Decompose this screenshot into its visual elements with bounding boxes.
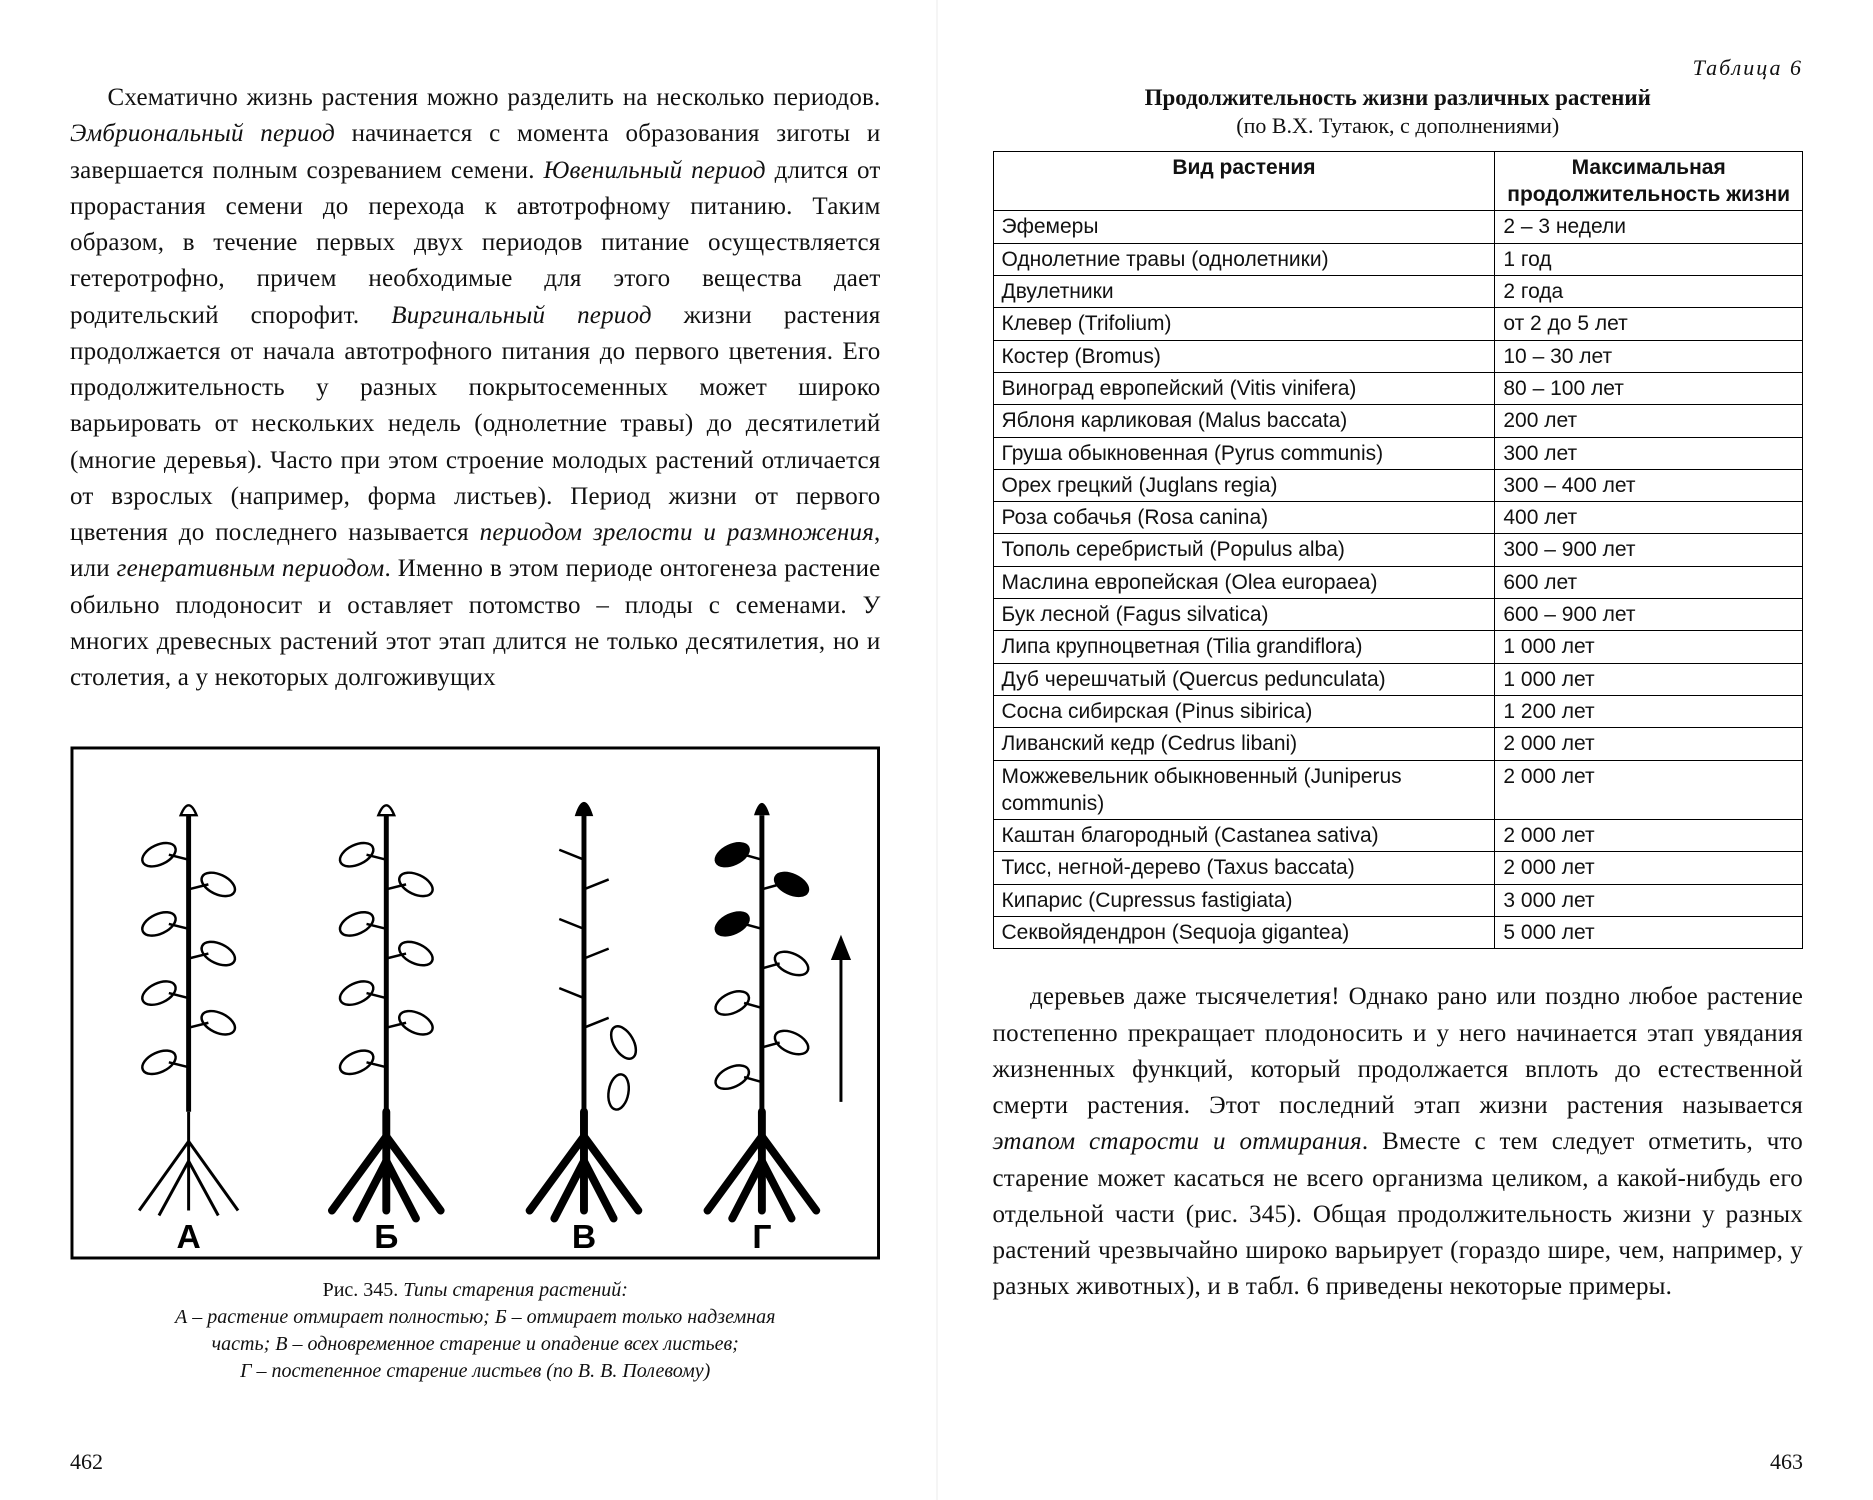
table-row: Кипарис (Cupressus fastigiata)3 000 лет	[993, 884, 1803, 916]
table-row: Клевер (Trifolium)от 2 до 5 лет	[993, 308, 1803, 340]
table-row: Секвойядендрон (Sequoja gigantea)5 000 л…	[993, 917, 1803, 949]
page-number-left: 462	[70, 1449, 103, 1475]
plant-a	[139, 806, 239, 1216]
table-row: Груша обыкновенная (Pyrus communis)300 л…	[993, 437, 1803, 469]
table-cell-species: Орех грецкий (Juglans regia)	[993, 469, 1495, 501]
table-cell-species: Эфемеры	[993, 211, 1495, 243]
table-header-species: Вид растения	[993, 151, 1495, 211]
table-cell-lifespan: 5 000 лет	[1495, 917, 1803, 949]
table-row: Сосна сибирская (Pinus sibirica)1 200 ле…	[993, 695, 1803, 727]
table-cell-lifespan: 2 000 лет	[1495, 852, 1803, 884]
table-cell-species: Двулетники	[993, 276, 1495, 308]
table-cell-lifespan: 300 лет	[1495, 437, 1803, 469]
table-cell-lifespan: 2 – 3 недели	[1495, 211, 1803, 243]
page-right: Таблица 6 Продолжительность жизни различ…	[938, 0, 1873, 1500]
table-cell-species: Роза собачья (Rosa canina)	[993, 502, 1495, 534]
table-row: Можжевельник обыкновенный (Juniperus com…	[993, 760, 1803, 820]
table-row: Маслина европейская (Olea europaea)600 л…	[993, 566, 1803, 598]
right-paragraph: деревьев даже тысячелетия! Однако рано и…	[993, 979, 1804, 1305]
figure-345: А Б В Г Рис. 345. Типы старения растений…	[70, 746, 881, 1385]
table-subtitle: (по В.Х. Тутаюк, с дополнениями)	[993, 113, 1804, 139]
table-cell-lifespan: 2 000 лет	[1495, 760, 1803, 820]
book-spread: Схематично жизнь растения можно разделит…	[0, 0, 1873, 1500]
plant-d	[708, 803, 849, 1219]
table-cell-species: Можжевельник обыкновенный (Juniperus com…	[993, 760, 1495, 820]
table-cell-lifespan: от 2 до 5 лет	[1495, 308, 1803, 340]
figure-caption-title: Типы старения растений:	[403, 1279, 628, 1301]
plant-c	[530, 803, 641, 1219]
table-cell-lifespan: 1 год	[1495, 243, 1803, 275]
table-cell-lifespan: 400 лет	[1495, 502, 1803, 534]
figure-caption-line-2: часть; В – одновременное старение и опад…	[212, 1333, 739, 1355]
lifespan-table: Вид растения Максимальная продолжительно…	[993, 151, 1804, 949]
table-row: Орех грецкий (Juglans regia)300 – 400 ле…	[993, 469, 1803, 501]
table-cell-species: Секвойядендрон (Sequoja gigantea)	[993, 917, 1495, 949]
table-cell-species: Сосна сибирская (Pinus sibirica)	[993, 695, 1495, 727]
table-row: Тисс, негной-дерево (Taxus baccata)2 000…	[993, 852, 1803, 884]
table-header-lifespan: Максимальная продолжительность жизни	[1495, 151, 1803, 211]
table-row: Однолетние травы (однолетники)1 год	[993, 243, 1803, 275]
table-cell-species: Кипарис (Cupressus fastigiata)	[993, 884, 1495, 916]
table-heading: Таблица 6 Продолжительность жизни различ…	[993, 55, 1804, 139]
figure-caption-prefix: Рис. 345.	[323, 1279, 399, 1301]
table-cell-lifespan: 2 000 лет	[1495, 820, 1803, 852]
figure-caption-line-3: Г – постепенное старение листьев (по В. …	[240, 1360, 710, 1382]
table-cell-lifespan: 3 000 лет	[1495, 884, 1803, 916]
table-cell-lifespan: 600 – 900 лет	[1495, 599, 1803, 631]
table-cell-lifespan: 200 лет	[1495, 405, 1803, 437]
table-body: Эфемеры2 – 3 неделиОднолетние травы (одн…	[993, 211, 1803, 949]
figure-labels: А Б В Г	[176, 1219, 771, 1256]
table-cell-species: Липа крупноцветная (Tilia grandiflora)	[993, 631, 1495, 663]
table-cell-lifespan: 1 000 лет	[1495, 663, 1803, 695]
table-cell-species: Бук лесной (Fagus silvatica)	[993, 599, 1495, 631]
table-cell-species: Однолетние травы (однолетники)	[993, 243, 1495, 275]
table-cell-lifespan: 2 года	[1495, 276, 1803, 308]
table-row: Виноград европейский (Vitis vinifera)80 …	[993, 372, 1803, 404]
table-cell-lifespan: 10 – 30 лет	[1495, 340, 1803, 372]
table-cell-species: Яблоня карликовая (Malus baccata)	[993, 405, 1495, 437]
table-cell-species: Груша обыкновенная (Pyrus communis)	[993, 437, 1495, 469]
table-cell-lifespan: 300 – 400 лет	[1495, 469, 1803, 501]
table-row: Двулетники2 года	[993, 276, 1803, 308]
table-row: Ливанский кедр (Cedrus libani)2 000 лет	[993, 728, 1803, 760]
table-cell-species: Тополь серебристый (Populus alba)	[993, 534, 1495, 566]
figure-label-d: Г	[752, 1219, 771, 1256]
table-cell-species: Костер (Bromus)	[993, 340, 1495, 372]
table-row: Липа крупноцветная (Tilia grandiflora)1 …	[993, 631, 1803, 663]
table-cell-lifespan: 600 лет	[1495, 566, 1803, 598]
figure-label-a: А	[176, 1219, 200, 1256]
table-header-row: Вид растения Максимальная продолжительно…	[993, 151, 1803, 211]
table-cell-lifespan: 1 000 лет	[1495, 631, 1803, 663]
table-cell-lifespan: 2 000 лет	[1495, 728, 1803, 760]
table-cell-species: Маслина европейская (Olea europaea)	[993, 566, 1495, 598]
page-left: Схематично жизнь растения можно разделит…	[0, 0, 936, 1500]
page-number-right: 463	[1770, 1449, 1803, 1475]
table-cell-lifespan: 1 200 лет	[1495, 695, 1803, 727]
table-row: Бук лесной (Fagus silvatica)600 – 900 ле…	[993, 599, 1803, 631]
plant-b	[332, 806, 441, 1219]
table-cell-species: Виноград европейский (Vitis vinifera)	[993, 372, 1495, 404]
table-cell-species: Каштан благородный (Castanea sativa)	[993, 820, 1495, 852]
table-cell-species: Ливанский кедр (Cedrus libani)	[993, 728, 1495, 760]
table-row: Каштан благородный (Castanea sativa)2 00…	[993, 820, 1803, 852]
figure-label-c: В	[572, 1219, 596, 1256]
table-row: Роза собачья (Rosa canina)400 лет	[993, 502, 1803, 534]
table-row: Костер (Bromus)10 – 30 лет	[993, 340, 1803, 372]
table-title: Продолжительность жизни различных растен…	[993, 83, 1804, 113]
figure-label-b: Б	[374, 1219, 398, 1256]
figure-caption-line-1: А – растение отмирает полностью; Б – отм…	[175, 1306, 775, 1328]
table-cell-lifespan: 300 – 900 лет	[1495, 534, 1803, 566]
table-cell-species: Дуб черешчатый (Quercus pedunculata)	[993, 663, 1495, 695]
table-row: Эфемеры2 – 3 недели	[993, 211, 1803, 243]
table-row: Дуб черешчатый (Quercus pedunculata)1 00…	[993, 663, 1803, 695]
left-paragraph: Схематично жизнь растения можно разделит…	[70, 80, 881, 696]
table-cell-species: Тисс, негной-дерево (Taxus baccata)	[993, 852, 1495, 884]
table-cell-lifespan: 80 – 100 лет	[1495, 372, 1803, 404]
table-row: Тополь серебристый (Populus alba)300 – 9…	[993, 534, 1803, 566]
table-label: Таблица 6	[993, 55, 1804, 81]
figure-345-caption: Рис. 345. Типы старения растений: А – ра…	[70, 1277, 881, 1385]
table-row: Яблоня карликовая (Malus baccata)200 лет	[993, 405, 1803, 437]
table-cell-species: Клевер (Trifolium)	[993, 308, 1495, 340]
figure-345-svg: А Б В Г	[70, 746, 881, 1260]
